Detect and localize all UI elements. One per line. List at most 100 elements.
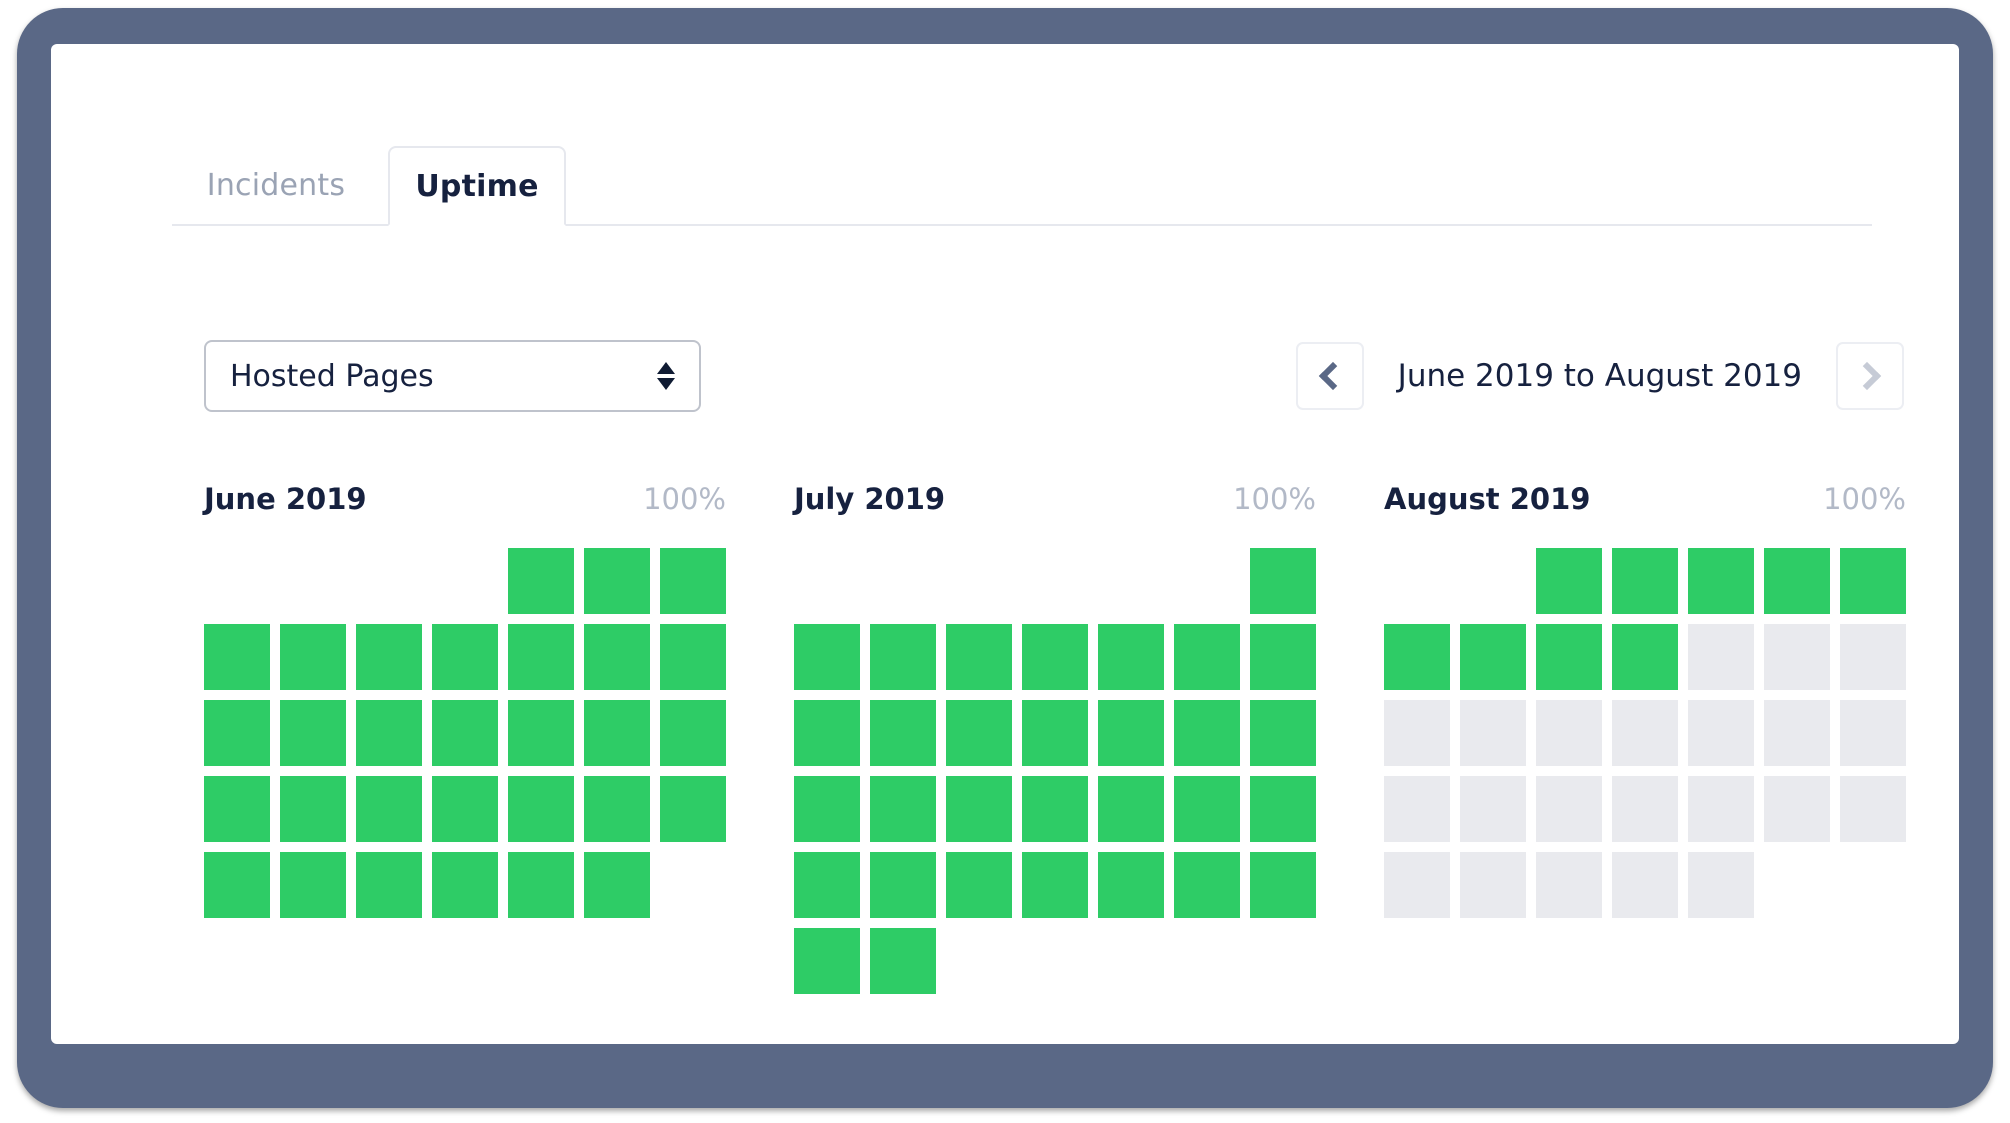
day-cell[interactable] — [1022, 852, 1088, 918]
day-cell[interactable] — [1612, 852, 1678, 918]
day-cell[interactable] — [1384, 700, 1450, 766]
tab-uptime[interactable]: Uptime — [388, 146, 566, 226]
previous-range-button[interactable] — [1295, 342, 1364, 410]
day-cell[interactable] — [1688, 700, 1754, 766]
day-cell[interactable] — [1250, 852, 1316, 918]
day-cell[interactable] — [1174, 852, 1240, 918]
day-cell[interactable] — [204, 776, 270, 842]
day-cell[interactable] — [870, 852, 936, 918]
day-cell[interactable] — [1460, 624, 1526, 690]
day-cell[interactable] — [870, 624, 936, 690]
day-cell[interactable] — [1098, 624, 1164, 690]
day-cell[interactable] — [356, 852, 422, 918]
day-cell[interactable] — [1250, 624, 1316, 690]
day-cell[interactable] — [1764, 776, 1830, 842]
day-cell[interactable] — [584, 776, 650, 842]
day-cell[interactable] — [584, 852, 650, 918]
day-cell[interactable] — [1384, 776, 1450, 842]
day-cell[interactable] — [1688, 852, 1754, 918]
day-cell[interactable] — [1174, 700, 1240, 766]
day-cell[interactable] — [1536, 776, 1602, 842]
day-cell[interactable] — [794, 776, 860, 842]
day-cell[interactable] — [508, 852, 574, 918]
day-cell[interactable] — [660, 624, 726, 690]
day-cell[interactable] — [1460, 700, 1526, 766]
day-cell[interactable] — [508, 700, 574, 766]
day-cell[interactable] — [508, 548, 574, 614]
day-cell[interactable] — [1536, 852, 1602, 918]
day-cell[interactable] — [508, 776, 574, 842]
day-cell[interactable] — [1098, 700, 1164, 766]
day-cell[interactable] — [432, 852, 498, 918]
day-cell[interactable] — [356, 776, 422, 842]
day-cell[interactable] — [1250, 700, 1316, 766]
day-cell[interactable] — [660, 776, 726, 842]
day-cell[interactable] — [1764, 624, 1830, 690]
day-cell[interactable] — [946, 776, 1012, 842]
day-cell[interactable] — [1022, 700, 1088, 766]
day-cell[interactable] — [356, 624, 422, 690]
day-cell[interactable] — [1612, 700, 1678, 766]
day-cell[interactable] — [660, 548, 726, 614]
day-cell[interactable] — [432, 700, 498, 766]
day-cell[interactable] — [1612, 548, 1678, 614]
day-cell[interactable] — [946, 700, 1012, 766]
day-cell[interactable] — [946, 624, 1012, 690]
day-cell[interactable] — [1460, 776, 1526, 842]
day-cell[interactable] — [356, 700, 422, 766]
day-cell[interactable] — [1688, 776, 1754, 842]
day-cell[interactable] — [204, 624, 270, 690]
day-cell[interactable] — [1384, 852, 1450, 918]
day-cell[interactable] — [1612, 624, 1678, 690]
day-cell[interactable] — [1536, 700, 1602, 766]
day-cell-placeholder — [794, 548, 860, 614]
day-cell[interactable] — [870, 776, 936, 842]
day-cell[interactable] — [870, 700, 936, 766]
day-cell[interactable] — [1688, 548, 1754, 614]
day-cell[interactable] — [1688, 624, 1754, 690]
day-cell[interactable] — [1536, 624, 1602, 690]
day-cell[interactable] — [280, 700, 346, 766]
day-cell[interactable] — [432, 624, 498, 690]
day-cell[interactable] — [1384, 624, 1450, 690]
day-cell[interactable] — [204, 852, 270, 918]
day-cell[interactable] — [1174, 624, 1240, 690]
next-range-button[interactable] — [1836, 342, 1904, 410]
day-cell[interactable] — [870, 928, 936, 994]
day-cell[interactable] — [204, 700, 270, 766]
day-cell[interactable] — [660, 700, 726, 766]
day-cell[interactable] — [1174, 776, 1240, 842]
stepper-arrows-icon — [657, 362, 675, 390]
day-cell[interactable] — [584, 700, 650, 766]
day-cell[interactable] — [1840, 776, 1906, 842]
day-cell[interactable] — [1250, 548, 1316, 614]
day-cell[interactable] — [946, 852, 1012, 918]
day-cell[interactable] — [1764, 700, 1830, 766]
day-cell[interactable] — [1840, 624, 1906, 690]
day-cell[interactable] — [794, 700, 860, 766]
day-cell[interactable] — [280, 624, 346, 690]
day-cell[interactable] — [280, 852, 346, 918]
day-cell[interactable] — [1840, 700, 1906, 766]
month-block: July 2019 100% — [794, 482, 1316, 994]
day-cell[interactable] — [1098, 776, 1164, 842]
day-cell[interactable] — [794, 928, 860, 994]
day-cell[interactable] — [280, 776, 346, 842]
day-cell[interactable] — [1460, 852, 1526, 918]
day-cell[interactable] — [1022, 624, 1088, 690]
day-cell[interactable] — [1536, 548, 1602, 614]
day-cell[interactable] — [432, 776, 498, 842]
day-cell[interactable] — [584, 548, 650, 614]
tab-incidents[interactable]: Incidents — [206, 167, 346, 203]
day-cell[interactable] — [1764, 548, 1830, 614]
day-cell[interactable] — [584, 624, 650, 690]
day-cell[interactable] — [508, 624, 574, 690]
day-cell[interactable] — [794, 852, 860, 918]
day-cell[interactable] — [1250, 776, 1316, 842]
day-cell[interactable] — [1612, 776, 1678, 842]
day-cell[interactable] — [1840, 548, 1906, 614]
day-cell[interactable] — [1098, 852, 1164, 918]
day-cell[interactable] — [794, 624, 860, 690]
day-cell[interactable] — [1022, 776, 1088, 842]
page-filter-select[interactable]: Hosted Pages — [204, 340, 701, 412]
